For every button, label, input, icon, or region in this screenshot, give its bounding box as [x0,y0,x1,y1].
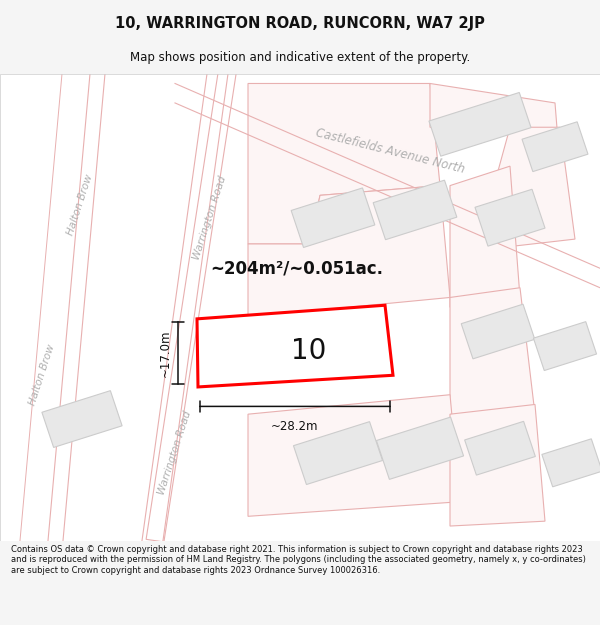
Text: ~28.2m: ~28.2m [271,420,319,433]
Polygon shape [373,180,457,240]
Text: Warrington Road: Warrington Road [157,410,193,496]
Polygon shape [542,439,600,487]
Text: Warrington Road: Warrington Road [192,174,228,261]
Polygon shape [248,395,460,516]
Polygon shape [490,127,575,249]
Polygon shape [475,189,545,246]
Polygon shape [450,404,545,526]
Polygon shape [146,53,239,542]
Text: 10: 10 [290,338,326,366]
Text: Map shows position and indicative extent of the property.: Map shows position and indicative extent… [130,51,470,64]
Polygon shape [42,391,122,448]
Text: Halton Brow: Halton Brow [28,344,56,407]
Polygon shape [0,74,600,541]
Polygon shape [376,417,464,479]
Polygon shape [248,84,440,244]
Text: ~17.0m: ~17.0m [159,329,172,377]
Polygon shape [248,186,450,317]
Polygon shape [522,122,588,172]
Polygon shape [293,422,383,484]
Polygon shape [450,288,535,424]
Polygon shape [461,304,535,359]
Text: Castlefields Avenue North: Castlefields Avenue North [314,127,466,176]
Text: 10, WARRINGTON ROAD, RUNCORN, WA7 2JP: 10, WARRINGTON ROAD, RUNCORN, WA7 2JP [115,16,485,31]
Polygon shape [450,166,520,307]
Polygon shape [430,84,560,166]
Polygon shape [197,305,393,387]
Text: Contains OS data © Crown copyright and database right 2021. This information is : Contains OS data © Crown copyright and d… [11,545,586,574]
Polygon shape [533,322,596,371]
Polygon shape [429,92,531,156]
Polygon shape [291,188,375,248]
Text: ~204m²/~0.051ac.: ~204m²/~0.051ac. [210,259,383,278]
Polygon shape [464,421,535,475]
Text: Halton Brow: Halton Brow [65,173,95,237]
